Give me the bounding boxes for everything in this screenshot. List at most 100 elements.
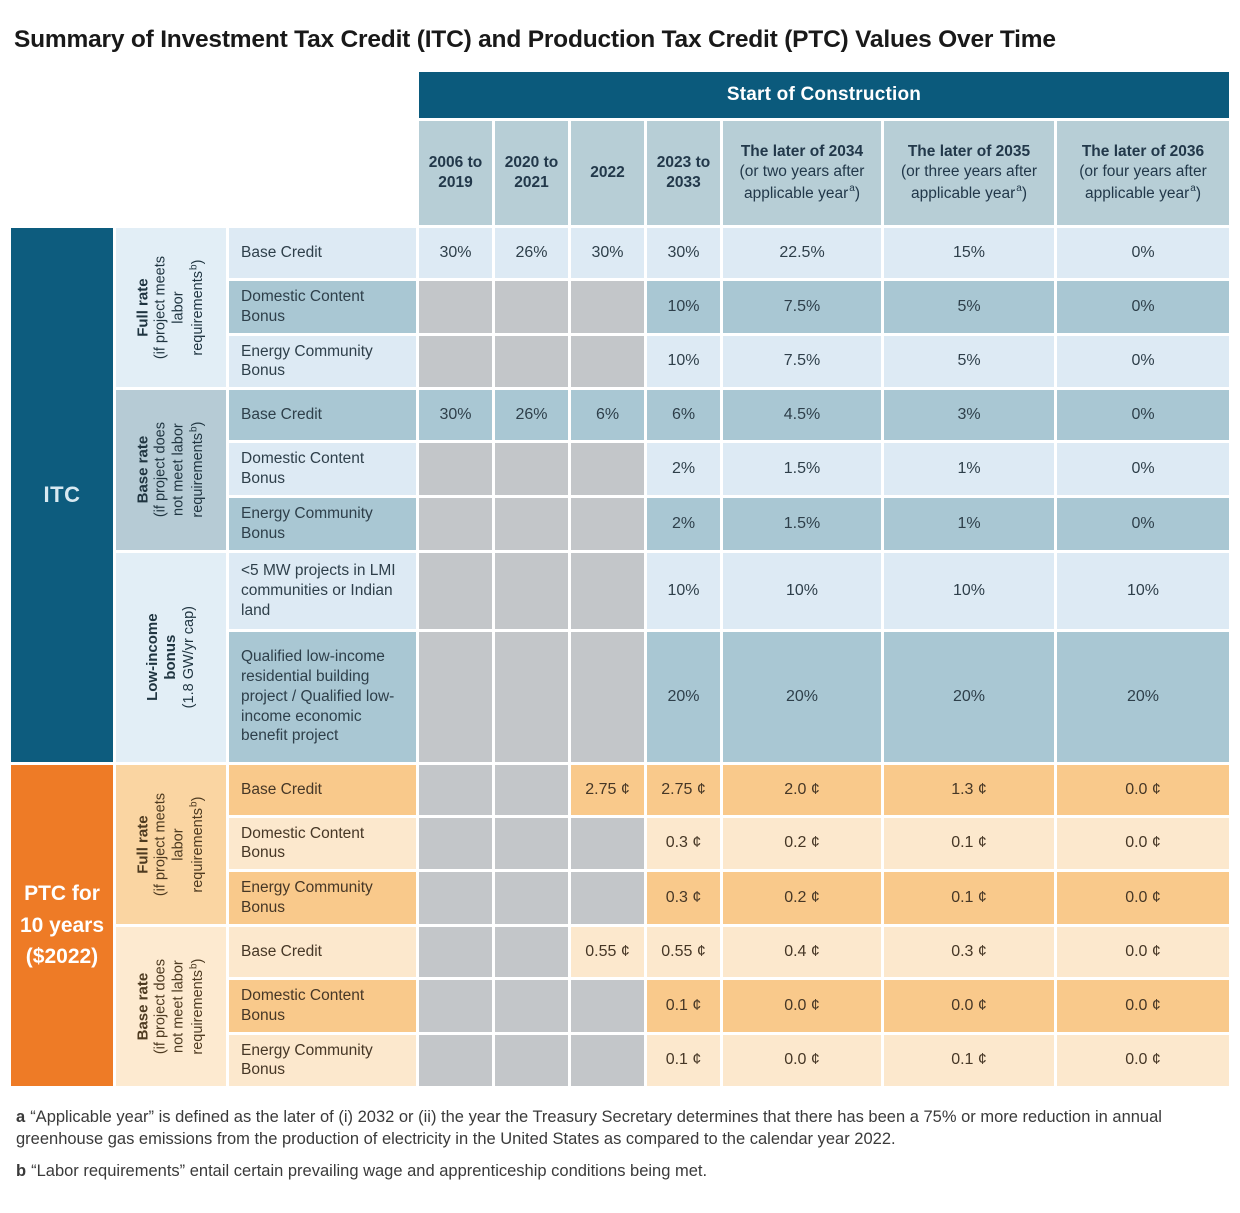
empty-cell <box>571 979 644 1032</box>
value-cell: 5% <box>884 281 1054 333</box>
empty-cell <box>495 872 568 924</box>
value-cell: 5% <box>884 335 1054 388</box>
header-row-top: Start of Construction <box>11 72 1229 118</box>
footnote-ref: a <box>1016 183 1022 195</box>
table-row: Domestic Content Bonus 0.3 ¢ 0.2 ¢ 0.1 ¢… <box>11 817 1229 870</box>
row-label: Base Credit <box>229 390 416 441</box>
value-cell: 0.0 ¢ <box>1057 979 1229 1032</box>
row-label: Energy Community Bonus <box>229 1034 416 1087</box>
value-cell: 1.3 ¢ <box>884 764 1054 815</box>
value-cell: 0.3 ¢ <box>647 817 720 870</box>
value-cell: 26% <box>495 228 568 278</box>
empty-cell <box>419 335 492 388</box>
group-label-ptc-full-rate: Full rate (if project meets labor require… <box>116 764 226 924</box>
value-cell: 1% <box>884 443 1054 495</box>
empty-cell <box>571 1034 644 1087</box>
section-label-itc: ITC <box>11 228 113 762</box>
column-header-later-2036: The later of 2036 (or four years after a… <box>1057 121 1229 225</box>
column-header-later-2034: The later of 2034 (or two years after ap… <box>723 121 881 225</box>
table-row: Energy Community Bonus 10% 7.5% 5% 0% <box>11 335 1229 388</box>
value-cell: 0.3 ¢ <box>884 926 1054 977</box>
value-cell: 26% <box>495 390 568 441</box>
value-cell: 0.0 ¢ <box>1057 926 1229 977</box>
value-cell: 30% <box>419 228 492 278</box>
footnote-ref: a <box>849 183 855 195</box>
empty-cell <box>419 443 492 495</box>
table-row: Domestic Content Bonus 0.1 ¢ 0.0 ¢ 0.0 ¢… <box>11 979 1229 1032</box>
value-cell: 2.0 ¢ <box>723 764 881 815</box>
empty-cell <box>571 443 644 495</box>
header-row-columns: 2006 to 2019 2020 to 2021 2022 2023 to 2… <box>11 121 1229 225</box>
table-row: Domestic Content Bonus 10% 7.5% 5% 0% <box>11 281 1229 333</box>
row-label: Base Credit <box>229 764 416 815</box>
row-label: <5 MW projects in LMI communities or Ind… <box>229 552 416 629</box>
value-cell: 0.0 ¢ <box>723 1034 881 1087</box>
footnote-marker: b <box>16 1162 27 1181</box>
row-label: Qualified low-income residential buildin… <box>229 631 416 762</box>
value-cell: 0% <box>1057 497 1229 550</box>
summary-table: Start of Construction 2006 to 2019 2020 … <box>8 69 1232 1089</box>
value-cell: 10% <box>647 281 720 333</box>
value-cell: 20% <box>723 631 881 762</box>
value-cell: 0.4 ¢ <box>723 926 881 977</box>
value-cell: 0.0 ¢ <box>1057 1034 1229 1087</box>
column-header-2022: 2022 <box>571 121 644 225</box>
group-label-itc-base-rate: Base rate (if project does not meet labor… <box>116 390 226 550</box>
row-label: Domestic Content Bonus <box>229 817 416 870</box>
footnote-text: “Labor requirements” entail certain prev… <box>31 1162 708 1181</box>
value-cell: 10% <box>647 552 720 629</box>
empty-cell <box>419 1034 492 1087</box>
empty-cell <box>495 926 568 977</box>
empty-cell <box>495 281 568 333</box>
table-row: Base rate (if project does not meet labor… <box>11 926 1229 1087</box>
empty-cell <box>571 497 644 550</box>
value-cell: 2.75 ¢ <box>571 764 644 815</box>
empty-cell <box>419 926 492 977</box>
footnote-text: “Applicable year” is defined as the late… <box>16 1108 1162 1149</box>
table-row: Base rate (if project does not meet labor… <box>11 390 1229 550</box>
value-cell: 0.2 ¢ <box>723 872 881 924</box>
value-cell: 3% <box>884 390 1054 441</box>
empty-cell <box>571 335 644 388</box>
value-cell: 10% <box>1057 552 1229 629</box>
value-cell: 2% <box>647 443 720 495</box>
value-cell: 0.3 ¢ <box>647 872 720 924</box>
value-cell: 10% <box>884 552 1054 629</box>
empty-cell <box>495 631 568 762</box>
group-label-ptc-base-rate: Base rate (if project does not meet labor… <box>116 926 226 1087</box>
value-cell: 0.0 ¢ <box>1057 764 1229 815</box>
empty-cell <box>419 979 492 1032</box>
value-cell: 0.0 ¢ <box>723 979 881 1032</box>
value-cell: 0.55 ¢ <box>647 926 720 977</box>
value-cell: 0.2 ¢ <box>723 817 881 870</box>
value-cell: 0% <box>1057 281 1229 333</box>
row-label: Energy Community Bonus <box>229 872 416 924</box>
footnote-ref: b <box>188 963 200 969</box>
value-cell: 0.0 ¢ <box>1057 872 1229 924</box>
value-cell: 2% <box>647 497 720 550</box>
footnote-b: b “Labor requirements” entail certain pre… <box>16 1160 1224 1182</box>
value-cell: 7.5% <box>723 335 881 388</box>
table-row: Domestic Content Bonus 2% 1.5% 1% 0% <box>11 443 1229 495</box>
footnote-a: a “Applicable year” is defined as the lat… <box>16 1106 1224 1150</box>
value-cell: 10% <box>723 552 881 629</box>
row-label: Domestic Content Bonus <box>229 443 416 495</box>
column-header-later-2035: The later of 2035 (or three years after … <box>884 121 1054 225</box>
footnote-ref: b <box>188 801 200 807</box>
empty-cell <box>571 552 644 629</box>
value-cell: 0.1 ¢ <box>884 817 1054 870</box>
table-row: ITC Full rate (if project meets labor req… <box>11 228 1229 762</box>
value-cell: 6% <box>571 390 644 441</box>
empty-cell <box>419 817 492 870</box>
value-cell: 1.5% <box>723 443 881 495</box>
value-cell: 0.1 ¢ <box>884 872 1054 924</box>
empty-cell <box>495 552 568 629</box>
footnote-marker: a <box>16 1108 26 1127</box>
value-cell: 20% <box>647 631 720 762</box>
value-cell: 10% <box>647 335 720 388</box>
table-row: Qualified low-income residential buildin… <box>11 631 1229 762</box>
value-cell: 30% <box>571 228 644 278</box>
value-cell: 1% <box>884 497 1054 550</box>
table-row: Energy Community Bonus 2% 1.5% 1% 0% <box>11 497 1229 550</box>
footnote-ref: b <box>188 426 200 433</box>
